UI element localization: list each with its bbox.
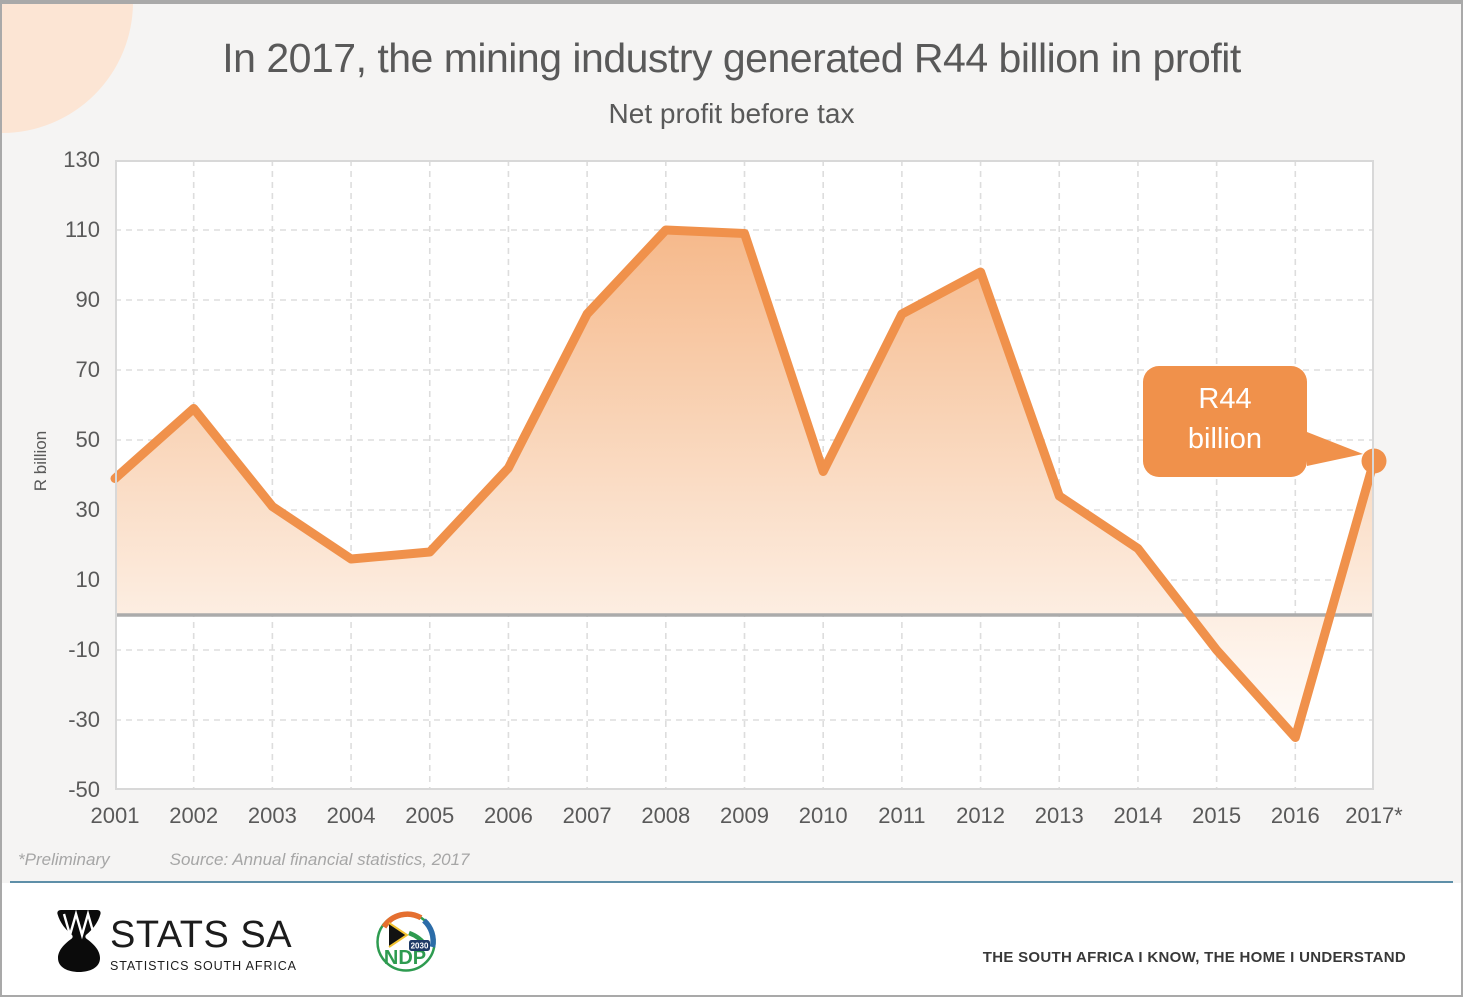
footnote: *Preliminary Source: Annual financial sta… — [18, 850, 470, 870]
callout-unit: billion — [1187, 423, 1263, 455]
data-callout: R44 billion — [1143, 366, 1363, 477]
ndp-year-label: 2030 — [411, 942, 429, 951]
x-tick-label: 2012 — [956, 803, 1006, 828]
y-tick-label: -10 — [68, 637, 100, 662]
x-tick-label: 2002 — [169, 803, 219, 828]
y-tick-label: 110 — [64, 217, 100, 242]
y-tick-label: 90 — [75, 287, 100, 312]
x-tick-label: 2001 — [90, 803, 140, 828]
y-tick-label: -30 — [68, 707, 100, 732]
chart-title: In 2017, the mining industry generated R… — [222, 35, 1241, 81]
y-tick-label: 70 — [75, 357, 100, 382]
area-fill — [115, 230, 1374, 738]
stats-sa-sub-wordmark: STATISTICS SOUTH AFRICA — [110, 959, 297, 973]
stats-sa-logo: STATS SA STATISTICS SOUTH AFRICA — [110, 916, 297, 973]
ndp-logo: NDP 2030 — [376, 911, 436, 972]
x-tick-label: 2006 — [483, 803, 533, 828]
x-tick-label: 2004 — [326, 803, 376, 828]
preliminary-note: *Preliminary — [18, 850, 110, 869]
x-tick-label: 2005 — [405, 803, 455, 828]
callout-value: R44 — [1198, 383, 1252, 415]
source-note: Source: Annual financial statistics, 201… — [169, 850, 470, 869]
tagline: THE SOUTH AFRICA I KNOW, THE HOME I UNDE… — [982, 949, 1406, 966]
y-tick-label: -50 — [68, 777, 100, 802]
y-tick-label: 30 — [75, 497, 100, 522]
divider-line — [10, 881, 1453, 883]
x-tick-label: 2003 — [247, 803, 297, 828]
x-tick-label: 2016 — [1270, 803, 1320, 828]
profit-line — [110, 225, 1379, 742]
stats-sa-wordmark: STATS SA — [110, 914, 293, 956]
x-tick-label: 2011 — [878, 803, 926, 828]
x-tick-label: 2014 — [1113, 803, 1163, 828]
logo-bar: STATS SA STATISTICS SOUTH AFRICA NDP 203… — [2, 883, 1461, 995]
stats-sa-drum-icon — [57, 910, 101, 972]
x-tick-label: 2010 — [798, 803, 848, 828]
x-tick-label: 2008 — [641, 803, 691, 828]
chart-subtitle: Net profit before tax — [608, 98, 855, 129]
x-tick-label: 2009 — [720, 803, 769, 828]
x-tick-label: 2017* — [1345, 803, 1403, 828]
callout-pointer-icon — [1307, 432, 1363, 466]
y-tick-label: 130 — [63, 147, 100, 172]
x-tick-label: 2007 — [562, 803, 612, 828]
y-tick-label: 50 — [75, 427, 100, 452]
x-tick-label: 2013 — [1034, 803, 1084, 828]
x-tick-label: 2015 — [1192, 803, 1242, 828]
y-tick-label: 10 — [75, 567, 100, 592]
ndp-wordmark: NDP — [384, 947, 426, 969]
